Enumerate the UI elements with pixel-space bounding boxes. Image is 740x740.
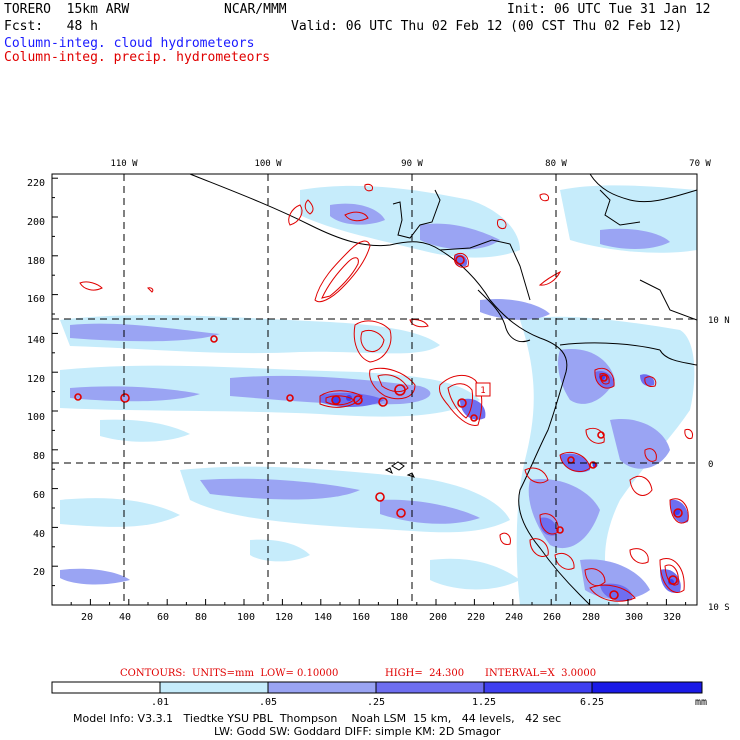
colorbar-tick: .05 — [258, 697, 278, 708]
y-tick-label: 60 — [33, 490, 45, 501]
shaded-fields — [60, 185, 697, 605]
lon-label: 70 W — [689, 159, 711, 169]
model-physics: LW: Godd SW: Goddard DIFF: simple KM: 2D… — [214, 725, 501, 738]
contour-label-box — [475, 382, 491, 397]
colorbar-tick: .01 — [150, 697, 170, 708]
x-tick-label: 220 — [467, 612, 485, 623]
precip-contours — [79, 183, 693, 602]
valid-time: Valid: 06 UTC Thu 02 Feb 12 (00 CST Thu … — [291, 19, 683, 34]
lat-label: 0 — [708, 460, 713, 470]
x-tick-label: 20 — [81, 612, 93, 623]
x-tick-marks — [70, 599, 687, 605]
model-info: Model Info: V3.3.1 Tiedtke YSU PBL Thomp… — [73, 712, 562, 725]
lat-label: 10 S — [708, 603, 730, 613]
colorbar-unit: mm — [694, 697, 708, 708]
contour-high: HIGH= 24.300 — [385, 668, 465, 679]
field-title-cloud: Column-integ. cloud hydrometeors — [4, 36, 255, 51]
contour-interval: INTERVAL=X 3.0000 — [485, 668, 597, 679]
lon-label: 80 W — [545, 159, 567, 169]
colorbar — [51, 681, 703, 694]
field-title-precip: Column-integ. precip. hydrometeors — [4, 50, 271, 65]
y-tick-label: 180 — [27, 256, 45, 267]
lon-label: 100 W — [254, 159, 282, 169]
colorbar-tick: 1.25 — [471, 697, 497, 708]
x-tick-label: 100 — [237, 612, 255, 623]
x-tick-label: 260 — [543, 612, 561, 623]
lon-label: 110 W — [110, 159, 138, 169]
colorbar-tick: 6.25 — [579, 697, 605, 708]
x-tick-label: 40 — [119, 612, 131, 623]
x-tick-label: 300 — [625, 612, 643, 623]
contour-box-label: 1 — [480, 386, 485, 396]
x-tick-label: 60 — [157, 612, 169, 623]
y-tick-label: 200 — [27, 217, 45, 228]
y-tick-label: 100 — [27, 412, 45, 423]
center-name: NCAR/MMM — [224, 2, 287, 17]
y-tick-label: 120 — [27, 374, 45, 385]
x-tick-label: 200 — [429, 612, 447, 623]
plot-frame — [51, 173, 698, 606]
x-tick-label: 180 — [390, 612, 408, 623]
y-tick-marks — [52, 177, 58, 587]
x-tick-label: 80 — [195, 612, 207, 623]
y-tick-label: 160 — [27, 294, 45, 305]
init-time: Init: 06 UTC Tue 31 Jan 12 — [507, 2, 711, 17]
x-tick-label: 160 — [352, 612, 370, 623]
y-tick-label: 40 — [33, 529, 45, 540]
lat-label: 10 N — [708, 316, 730, 326]
model-name: TORERO 15km ARW — [4, 2, 130, 17]
y-tick-label: 220 — [27, 178, 45, 189]
y-tick-label: 20 — [33, 567, 45, 578]
coastlines — [189, 174, 697, 605]
x-tick-label: 140 — [314, 612, 332, 623]
forecast-hour: Fcst: 48 h — [4, 19, 98, 34]
y-tick-label: 140 — [27, 335, 45, 346]
contour-units: CONTOURS: UNITS=mm LOW= 0.10000 — [120, 668, 339, 679]
colorbar-tick: .25 — [366, 697, 386, 708]
x-tick-label: 280 — [582, 612, 600, 623]
x-tick-label: 120 — [275, 612, 293, 623]
x-tick-label: 240 — [505, 612, 523, 623]
precip-cores — [74, 255, 683, 600]
x-tick-label: 320 — [663, 612, 681, 623]
y-tick-label: 80 — [33, 451, 45, 462]
lon-label: 90 W — [401, 159, 423, 169]
